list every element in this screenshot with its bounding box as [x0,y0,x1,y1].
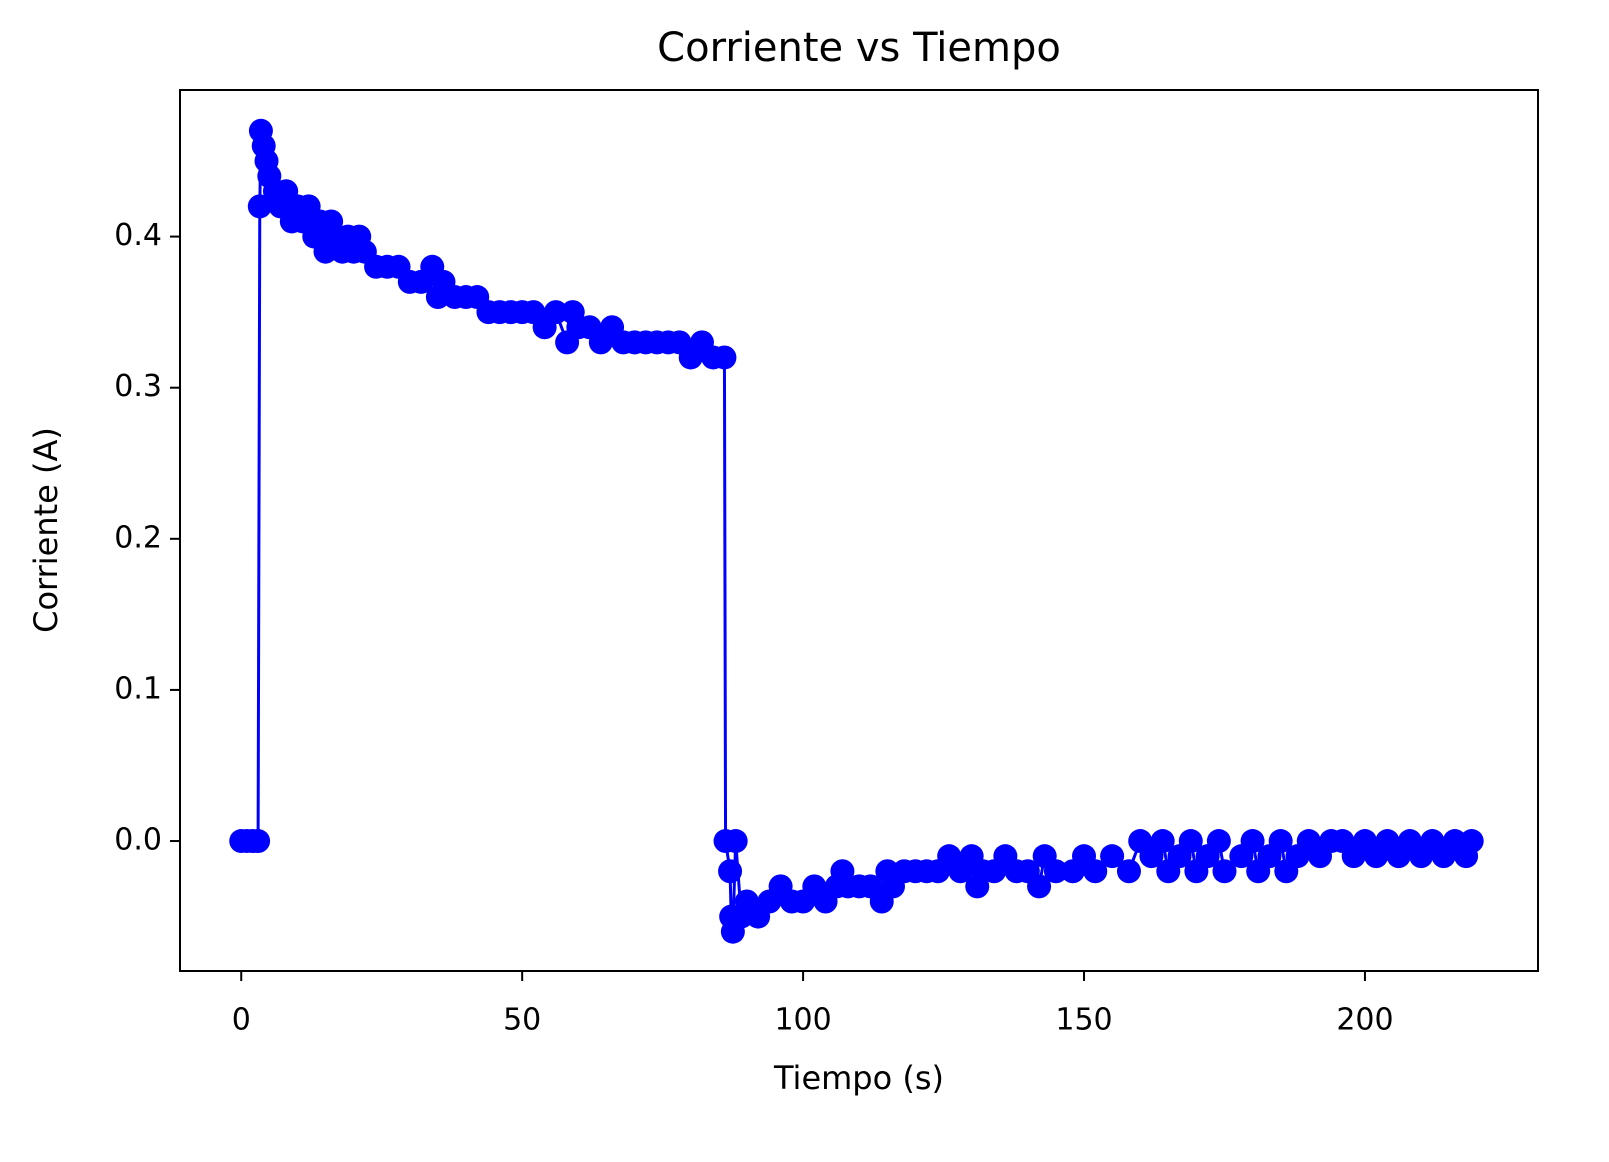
x-tick-label: 150 [1055,1003,1112,1038]
x-tick-label: 100 [774,1003,831,1038]
x-tick-label: 50 [503,1003,541,1038]
y-tick-label: 0.1 [114,671,162,706]
y-tick-label: 0.4 [114,218,162,253]
data-point [723,829,748,854]
x-tick-label: 0 [232,1003,251,1038]
x-axis-label: Tiempo (s) [773,1059,944,1097]
data-point [543,300,568,325]
data-point [1100,844,1125,869]
data-point [718,859,743,884]
data-point [247,194,272,219]
data-point [1206,829,1231,854]
data-point [1116,859,1141,884]
data-point [712,345,737,370]
data-point [1043,859,1068,884]
y-axis-label: Corriente (A) [27,427,65,633]
data-point [1150,829,1175,854]
series-line [241,130,1474,932]
y-tick-label: 0.3 [114,369,162,404]
data-point [1268,829,1293,854]
data-point [1027,874,1052,899]
data-point [1240,829,1265,854]
data-point [1178,829,1203,854]
data-point [1212,859,1237,884]
data-point [1459,829,1484,854]
chart-title: Corriente vs Tiempo [657,25,1061,71]
data-point [246,829,271,854]
x-tick-label: 200 [1336,1003,1393,1038]
plot-frame [179,89,1539,972]
y-tick-label: 0.2 [114,520,162,555]
y-tick-label: 0.0 [114,823,162,858]
data-point [1083,859,1108,884]
